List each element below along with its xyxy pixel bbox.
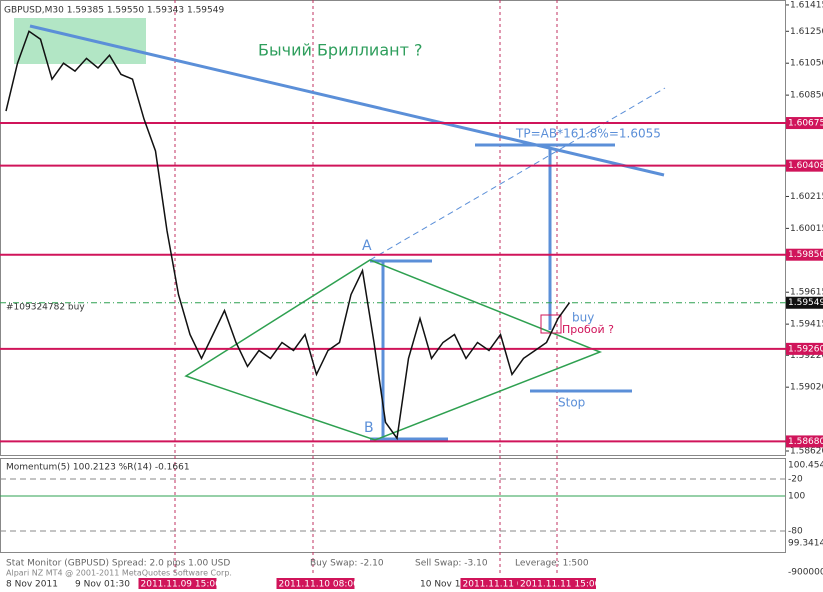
y-tick-label: 1.60850: [790, 91, 823, 101]
y-tick-label: 1.58620: [790, 447, 823, 457]
footer: Sell Swap: -3.10: [415, 559, 488, 569]
level-tag: [786, 435, 823, 448]
level-tag: [786, 159, 823, 172]
level-label: 1.60675: [788, 119, 823, 129]
level-tag: [786, 248, 823, 261]
y-tick-label: 1.59615: [790, 288, 823, 298]
price-tag: [786, 296, 823, 309]
annotation: B: [364, 420, 374, 436]
time-tag: [518, 578, 596, 589]
indicator-title: Momentum(5) 100.2123 %R(14) -0.1661: [6, 463, 190, 473]
y-tick-label: 1.59020: [790, 383, 823, 393]
x-tick-label: 8 Nov 2011: [6, 580, 58, 590]
x-tick-label: 2011.11.09 15:00: [141, 580, 222, 590]
x-tick-label: 10 Nov 17:30: [420, 580, 481, 590]
indicator-panel: [0, 458, 786, 553]
indicator-tick-label: 100: [788, 492, 805, 502]
indicator-tick-label: -80: [788, 527, 803, 537]
drawings: [29, 24, 666, 441]
pattern-title: Бычий Бриллиант ?: [258, 41, 423, 60]
level-tag: [786, 117, 823, 130]
x-tick-label: 2011.11.11 0: [463, 580, 523, 590]
annotation: TP=AB*161.8%=1.6055: [515, 127, 661, 141]
y-tick-label: 1.59415: [790, 320, 823, 330]
level-tag: [786, 342, 823, 355]
y-tick-label: 1.61250: [790, 27, 823, 37]
level-label: 1.60408: [788, 161, 823, 171]
indicator-tick-label: -20: [788, 475, 803, 485]
indicator-tick-label: 100.4549: [788, 461, 823, 471]
y-tick-label: 1.60215: [790, 192, 823, 202]
y-tick-label: 1.60015: [790, 224, 823, 234]
current-price-label: 1.59549: [788, 298, 823, 308]
indicator-tick-label: -9000000: [788, 568, 823, 578]
footer: Stat Monitor (GBPUSD) Spread: 2.0 pips 1…: [6, 559, 230, 569]
x-tick-label: 9 Nov 01:30: [75, 580, 130, 590]
y-tick-label: 1.61415: [790, 0, 823, 10]
footer: Leverage: 1:500: [515, 559, 589, 569]
session-lines: [174, 0, 558, 576]
annotation: buy: [572, 311, 594, 325]
price-panel: [0, 0, 786, 456]
chart-header: GBPUSD,M30 1.59385 1.59550 1.59343 1.595…: [4, 6, 224, 16]
y-tick-label: 1.61050: [790, 59, 823, 69]
price-axis: [786, 0, 823, 592]
annotation: Пробой ?: [562, 323, 614, 336]
level-label: 1.58680: [788, 437, 823, 447]
indicator-tick-label: 99.3414: [788, 539, 823, 549]
y-tick-label: 1.59220: [790, 351, 823, 361]
time-tag: [138, 578, 217, 589]
footer: Alpari NZ MT4 @ 2001-2011 MetaQuotes Sof…: [6, 569, 232, 578]
time-tag: [460, 578, 539, 589]
level-label: 1.59260: [788, 344, 823, 354]
footer: Buy Swap: -2.10: [310, 559, 384, 569]
level-label: 1.59850: [788, 250, 823, 260]
annotation: Stop: [558, 396, 585, 410]
time-tag: [276, 578, 355, 589]
highlight-box: [14, 18, 146, 64]
x-tick-label: 2011.11.11 15:00: [520, 580, 601, 590]
annotation: A: [362, 238, 372, 254]
order-label: #109324782 buy: [6, 303, 85, 313]
x-tick-label: 2011.11.10 08:00: [279, 580, 360, 590]
price-line: [5, 30, 571, 441]
diamond: [184, 259, 603, 441]
